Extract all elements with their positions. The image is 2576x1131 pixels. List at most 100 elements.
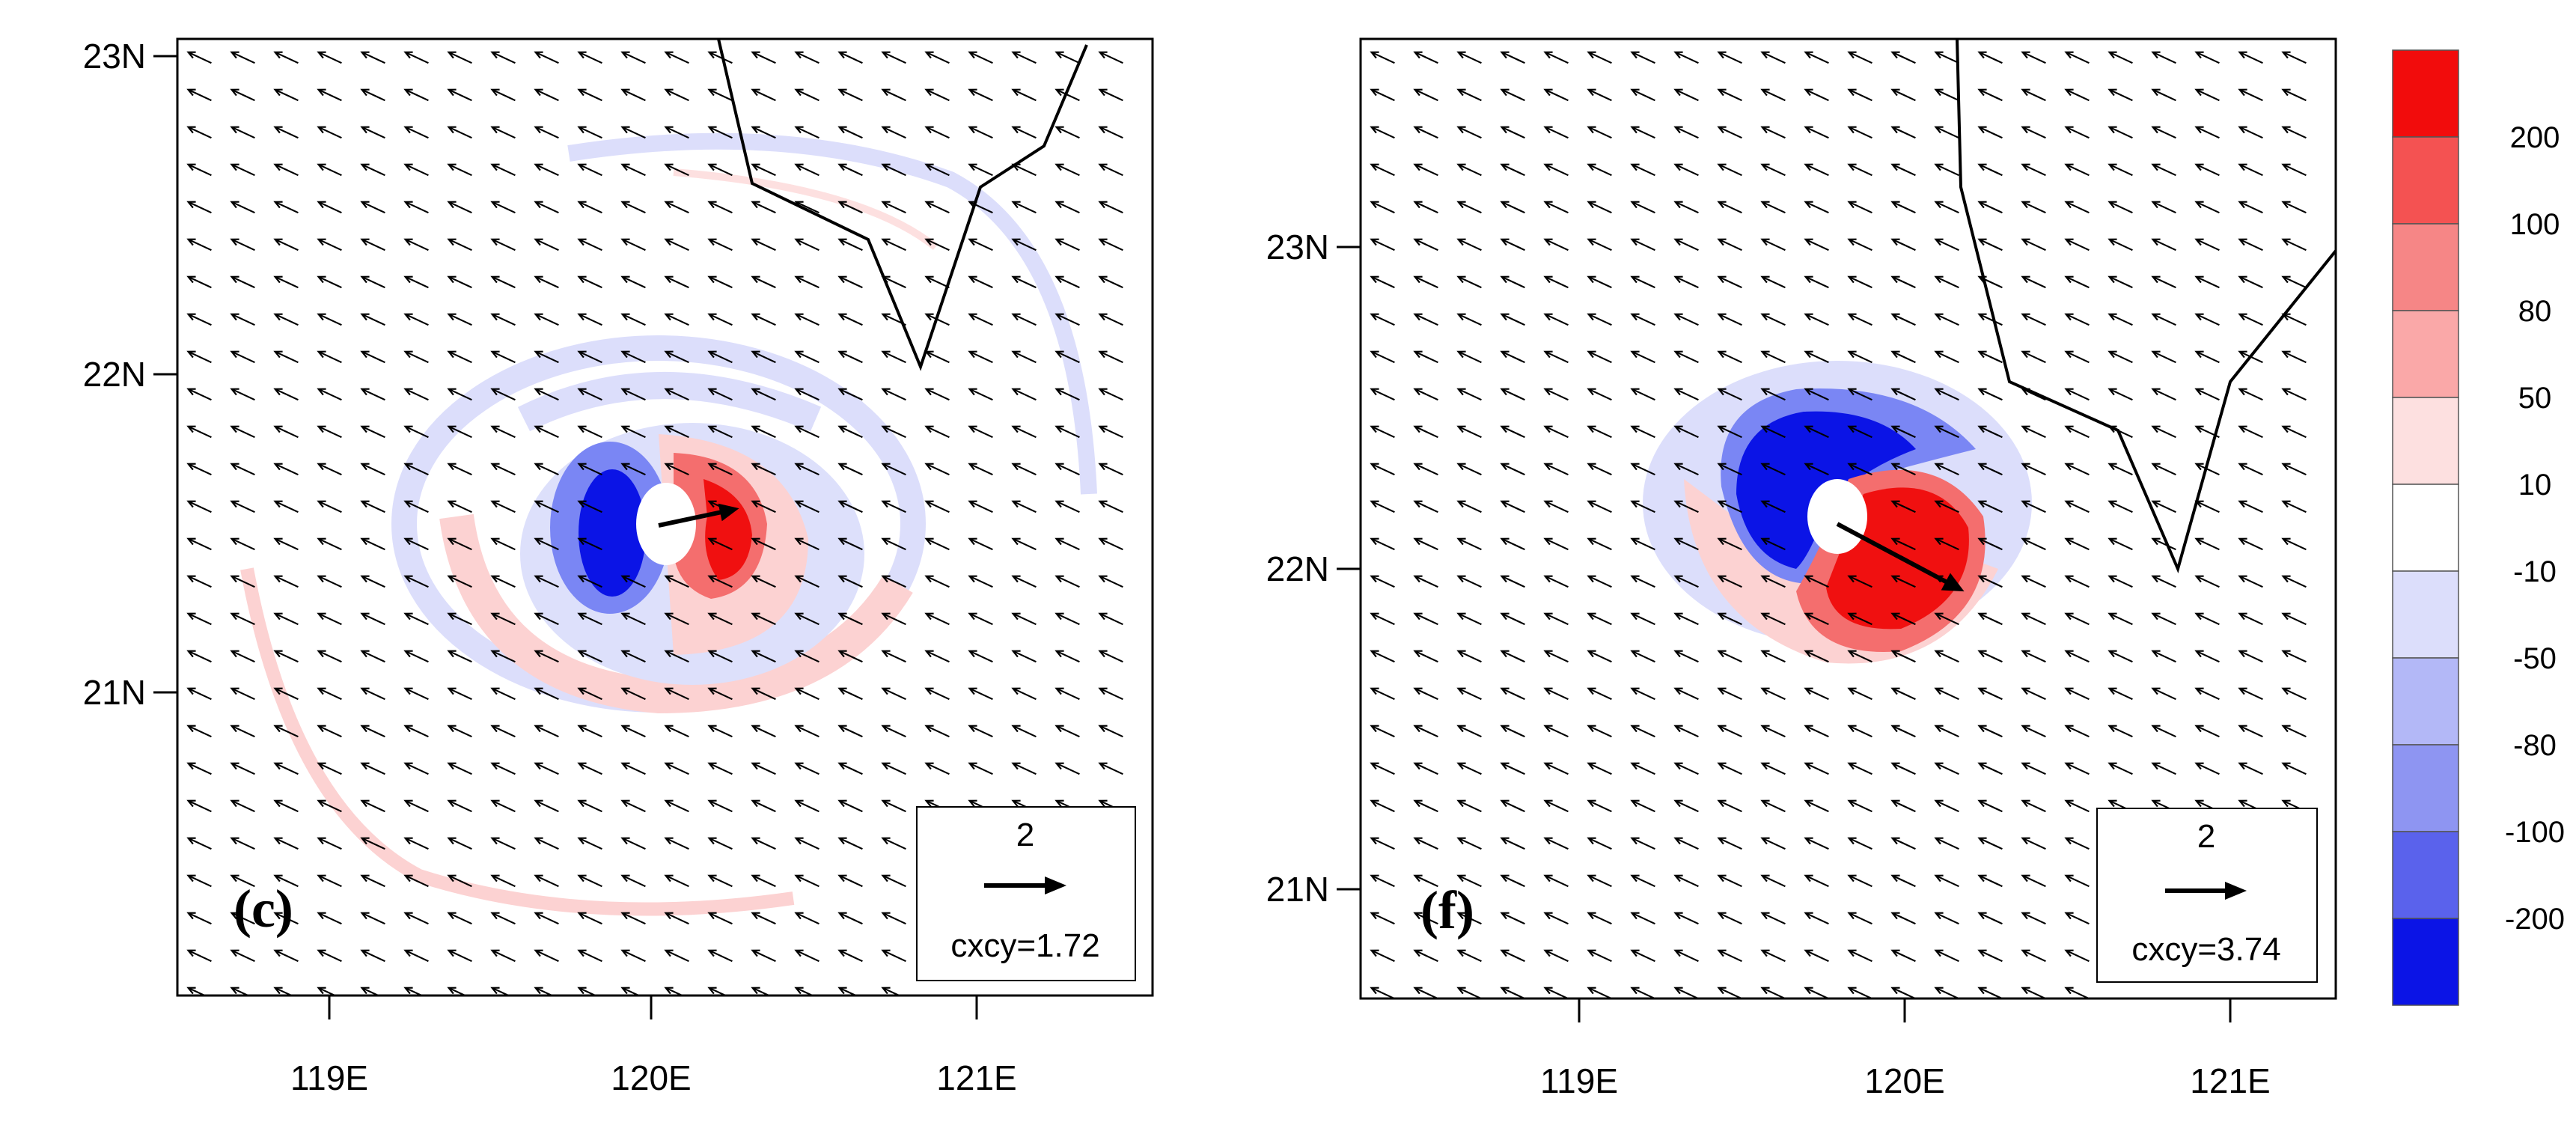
wind-vector xyxy=(2196,163,2220,177)
wind-vector-head xyxy=(1054,88,1064,97)
wind-vector-head xyxy=(2281,388,2291,396)
wind-vector xyxy=(2066,874,2090,888)
wind-vector xyxy=(1892,874,1916,888)
wind-vector xyxy=(1805,51,1829,64)
wind-vector xyxy=(2152,350,2176,364)
wind-vector xyxy=(275,537,299,551)
wind-vector-head xyxy=(1804,912,1813,920)
wind-vector-head xyxy=(577,837,587,845)
wind-vector xyxy=(2109,201,2133,214)
wind-vector-head xyxy=(664,575,674,583)
wind-vector-head xyxy=(1760,799,1770,808)
wind-vector-head xyxy=(273,837,283,845)
wind-vector-head xyxy=(1760,126,1770,134)
wind-vector-head xyxy=(2194,238,2204,246)
wind-vector-head xyxy=(664,126,674,134)
wind-vector-head xyxy=(1977,350,1987,359)
wind-vector-head xyxy=(490,500,500,508)
wind-vector-head xyxy=(2194,687,2204,695)
wind-vector-head xyxy=(2064,874,2074,882)
wind-vector-head xyxy=(1847,201,1857,209)
wind-vector xyxy=(361,350,385,364)
wind-vector xyxy=(1892,537,1916,551)
wind-vector-head xyxy=(1760,388,1770,396)
wind-vector xyxy=(882,201,906,214)
wind-vector-head xyxy=(317,88,326,97)
wind-vector-head xyxy=(534,163,543,171)
wind-vector-head xyxy=(2281,463,2291,471)
wind-vector xyxy=(1371,425,1395,439)
wind-vector-head xyxy=(620,238,630,246)
wind-vector xyxy=(622,238,646,251)
wind-vector xyxy=(2022,201,2046,214)
wind-vector xyxy=(752,51,776,64)
wind-vector xyxy=(448,201,472,214)
wind-vector xyxy=(361,163,385,177)
wind-vector xyxy=(1458,725,1482,738)
wind-vector-head xyxy=(881,51,891,59)
colorbar-label: -10 xyxy=(2513,555,2557,588)
wind-vector xyxy=(665,313,689,326)
wind-vector xyxy=(361,987,381,996)
wind-vector-head xyxy=(1500,463,1510,471)
wind-vector-head xyxy=(2064,799,2074,808)
wind-vector xyxy=(1632,575,1655,588)
wind-vector-head xyxy=(1934,88,1944,97)
wind-vector xyxy=(2022,612,2046,626)
wind-vector xyxy=(1632,500,1655,513)
wind-vector-head xyxy=(2064,612,2074,621)
wind-vector-head xyxy=(186,388,196,396)
wind-vector xyxy=(275,313,299,326)
wind-vector xyxy=(448,51,472,64)
wind-vector xyxy=(1588,463,1612,476)
wind-vector-head xyxy=(577,537,587,546)
wind-vector-head xyxy=(2151,201,2161,209)
wind-vector xyxy=(1632,463,1655,476)
wind-vector xyxy=(535,500,559,513)
wind-vector-head xyxy=(1543,874,1553,882)
wind-vector xyxy=(1099,350,1123,364)
wind-vector xyxy=(1056,238,1080,251)
wind-vector xyxy=(1718,912,1742,925)
wind-vector xyxy=(448,650,472,663)
wind-vector-head xyxy=(2108,799,2117,808)
wind-vector-head xyxy=(1760,463,1770,471)
wind-vector-head xyxy=(273,425,283,433)
wind-vector xyxy=(2283,463,2307,476)
wind-vector-head xyxy=(403,238,413,246)
wind-vector xyxy=(1979,238,2003,251)
wind-vector xyxy=(2022,949,2046,963)
wind-vector xyxy=(1501,987,1525,999)
wind-vector-head xyxy=(577,575,587,583)
wind-vector-head xyxy=(881,837,891,845)
wind-vector-head xyxy=(1760,425,1770,433)
wind-vector xyxy=(2283,313,2307,326)
wind-vector-head xyxy=(490,687,500,695)
wind-vector xyxy=(752,238,776,251)
wind-vector-head xyxy=(881,313,891,321)
wind-vector xyxy=(796,275,820,289)
wind-vector xyxy=(1414,874,1438,888)
wind-vector-head xyxy=(1500,425,1510,433)
wind-vector-head xyxy=(1098,799,1108,808)
wind-vector xyxy=(1013,500,1037,513)
wind-vector-head xyxy=(2151,687,2161,695)
wind-vector-head xyxy=(968,650,977,658)
wind-vector xyxy=(1805,987,1829,999)
wind-vector-head xyxy=(577,313,587,321)
wind-vector xyxy=(1099,275,1123,289)
wind-vector xyxy=(275,201,299,214)
wind-vector-head xyxy=(534,837,543,845)
wind-vector xyxy=(796,949,820,963)
wind-vector-head xyxy=(403,350,413,359)
wind-vector-head xyxy=(1847,912,1857,920)
wind-vector xyxy=(752,500,776,513)
wind-vector-head xyxy=(1054,388,1064,396)
wind-vector-head xyxy=(1011,425,1021,433)
wind-vector-head xyxy=(1054,425,1064,433)
wind-vector-head xyxy=(664,725,674,733)
wind-vector-head xyxy=(1977,500,1987,508)
wind-vector-head xyxy=(1413,725,1423,733)
wind-vector-head xyxy=(534,500,543,508)
wind-vector-head xyxy=(837,500,847,508)
